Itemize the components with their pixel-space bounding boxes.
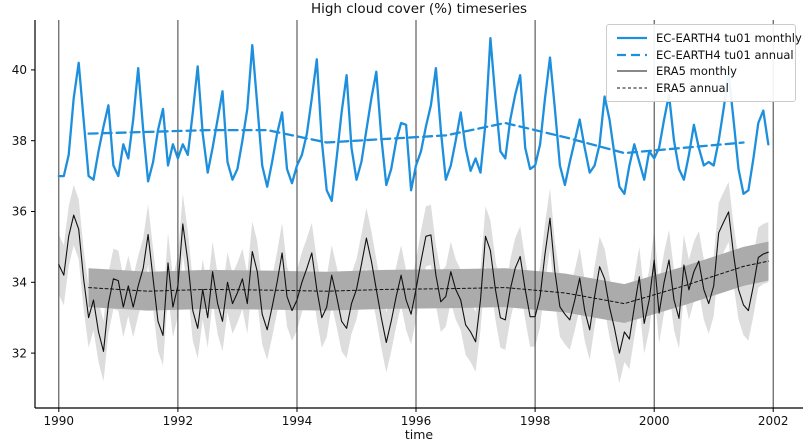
legend-line-sample-black-dashed-icon: [616, 81, 648, 95]
x-tick-label-2002: 2002: [758, 414, 789, 428]
legend-line-sample-blue-dashed-icon: [616, 48, 648, 62]
legend-item-era5-annual: ERA5 annual: [616, 80, 788, 97]
series-era5-annual-line: [88, 260, 769, 305]
x-tick-label-1998: 1998: [520, 414, 551, 428]
y-tick-label-40: 40: [12, 63, 27, 77]
x-tick-label-1992: 1992: [163, 414, 194, 428]
y-tick-label-34: 34: [12, 276, 27, 290]
y-tick-label-36: 36: [12, 205, 27, 219]
legend-line-sample-black-solid-icon: [616, 64, 648, 78]
x-tick-label-1996: 1996: [401, 414, 432, 428]
legend-line-sample-blue-solid-icon: [616, 31, 648, 45]
legend-item-era5-monthly: ERA5 monthly: [616, 63, 788, 80]
legend-item-ec-earth4-monthly: EC-EARTH4 tu01 monthly: [616, 30, 802, 47]
legend-label: ERA5 annual: [656, 80, 729, 95]
legend-item-ec-earth4-annual: EC-EARTH4 tu01 annual: [616, 47, 794, 64]
legend-label: EC-EARTH4 tu01 monthly: [656, 31, 802, 46]
series-ec-earth4-tu01-annual-line: [87, 121, 745, 155]
series-ec-earth4-tu01-monthly-line: [57, 36, 770, 203]
y-tick-label-38: 38: [12, 134, 27, 148]
legend-label: EC-EARTH4 tu01 annual: [656, 47, 794, 62]
x-tick-label-1994: 1994: [282, 414, 313, 428]
x-tick-label-2000: 2000: [639, 414, 670, 428]
legend-label: ERA5 monthly: [656, 64, 737, 79]
x-axis-label: time: [404, 427, 434, 442]
y-tick-label-32: 32: [12, 346, 27, 360]
band-era5-annual: [88, 241, 769, 323]
x-tick-label-1990: 1990: [44, 414, 75, 428]
legend: EC-EARTH4 tu01 monthly EC-EARTH4 tu01 an…: [606, 24, 802, 102]
chart-title: High cloud cover (%) timeseries: [310, 1, 528, 17]
series-era5-monthly-line: [58, 211, 769, 354]
